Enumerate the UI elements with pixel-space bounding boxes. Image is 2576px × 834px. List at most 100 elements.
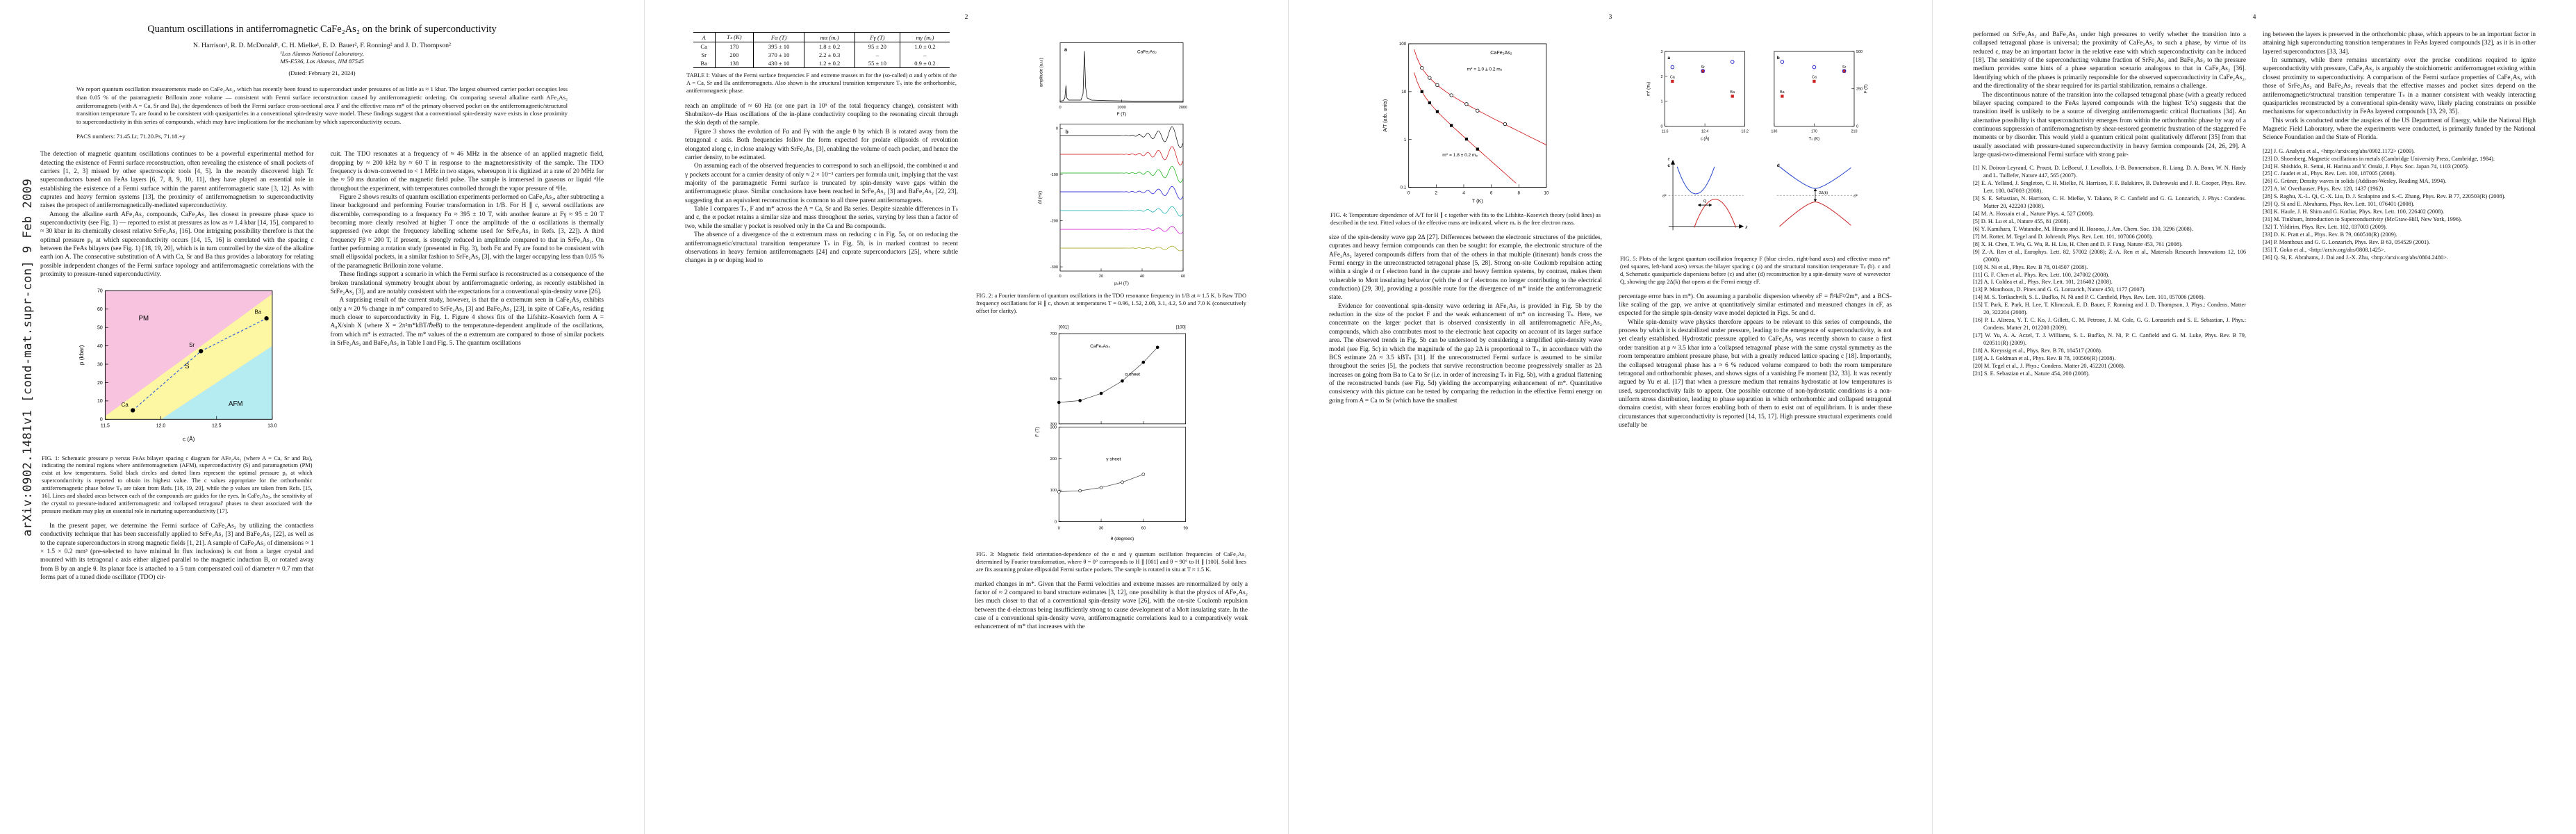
svg-text:40: 40: [1140, 275, 1144, 279]
panel-d-tag: d: [1776, 163, 1779, 168]
hole-band-curve: [1693, 199, 1736, 228]
reference-item: [21] S. E. Sebastian et al., Nature 454,…: [1973, 370, 2090, 377]
svg-text:Sr: Sr: [1701, 65, 1705, 70]
fig1-y-axis-label: p (kbar): [78, 345, 85, 365]
paragraph: The detection of magnetic quantum oscill…: [40, 151, 314, 210]
point-label-sr: Sr: [189, 341, 195, 348]
paragraph: A surprising result of the current study…: [330, 297, 604, 348]
fig4-x-axis-label: T (K): [1471, 198, 1483, 204]
paragraph: ing between the layers is preserved in t…: [2263, 31, 2536, 56]
page4-right-column: ing between the layers is preserved in t…: [2263, 31, 2536, 378]
region-label-pm: PM: [138, 314, 149, 322]
fig4-y-axis-label: A/T (arb. units): [1382, 99, 1387, 132]
svg-text:500: 500: [1856, 50, 1863, 54]
svg-text:13.0: 13.0: [267, 423, 277, 428]
panel-a-tag: a: [1064, 47, 1067, 53]
page-number: 3: [1608, 14, 1612, 21]
svg-text:11.5: 11.5: [101, 423, 110, 428]
reference-item: [15] T. Park, E. Park, H. Lee, T. Klimcz…: [1973, 302, 2246, 316]
table-1-caption: TABLE I: Values of the Fermi surface fre…: [686, 72, 957, 94]
fig4-compound-label: CaFe₂As₂: [1490, 50, 1512, 56]
references-list-part-2: [22] J. G. Analytis et al., <http://arxi…: [2263, 148, 2536, 262]
svg-text:130: 130: [1771, 130, 1777, 134]
figure-1-caption: FIG. 1: Schematic pressure p versus FeAs…: [42, 455, 313, 514]
fig1-phase-diagram: 11.5 12.0 12.5 13.0 0 10 20 30 40 50 60 70 PM S AFM…: [78, 288, 277, 442]
acknowledgments: This work is conducted under the auspice…: [2263, 117, 2536, 142]
fig3-left-direction-label: [001]: [1059, 325, 1068, 329]
svg-text:60: 60: [1181, 275, 1185, 279]
table-1-body: Ca 170 395 ± 10 1.8 ± 0.2 95 ± 20 1.0 ± …: [693, 42, 950, 68]
reference-item: [3] S. E. Sebastian, N. Harrison, C. H. …: [1973, 195, 2246, 210]
reference-item: [33] D. K. Pratt et al., Phys. Rev. B 79…: [2263, 231, 2397, 238]
figure-5-caption: FIG. 5: Plots of the largest quantum osc…: [1620, 256, 1890, 285]
panel-c-tag: c: [1667, 163, 1670, 168]
svg-text:10: 10: [1544, 191, 1549, 196]
table-1-header: A: [702, 33, 706, 41]
table-row: Ca 170 395 ± 10 1.8 ± 0.2 95 ± 20 1.0 ± …: [693, 42, 950, 51]
svg-text:Ca: Ca: [1669, 75, 1674, 79]
table-row: Ba 138 430 ± 10 1.2 ± 0.2 55 ± 10 0.9 ± …: [693, 59, 950, 68]
fig5-left-y-axis-label: m* (mₑ): [1646, 82, 1651, 96]
svg-text:2: 2: [1435, 191, 1437, 196]
panel-b-tag: b: [1066, 129, 1069, 135]
panel-a-tag: a: [1667, 56, 1670, 60]
figure-1: 11.5 12.0 12.5 13.0 0 10 20 30 40 50 60 70 PM S AFM…: [40, 284, 314, 452]
figure-3-caption: FIG. 3: Magnetic field orientation-depen…: [976, 550, 1246, 573]
reference-item: [14] M. S. Torikachvili, S. L. Bud'ko, N…: [1973, 294, 2205, 301]
figure-2: a CaFe₂As₂ amplitude (a.u.) F (T) b Δf (…: [975, 35, 1248, 289]
table-1-header: Fγ (T): [854, 32, 900, 42]
svg-text:300: 300: [1050, 423, 1057, 427]
fig5-right-y-axis-label: F (T): [1864, 84, 1868, 93]
reference-item: [5] D. H. Lu et al., Nature 455, 81 (200…: [1973, 218, 2070, 224]
table-1-header: mα (mₑ): [804, 32, 855, 42]
reference-item: [35] T. Goko et al., <http://arxiv.org/a…: [2263, 246, 2386, 253]
fig5a-x-axis-label: c (Å): [1700, 136, 1709, 141]
svg-text:1000: 1000: [1117, 106, 1125, 110]
reference-item: [27] A. W. Overhauser, Phys. Rev. 128, 1…: [2263, 186, 2385, 193]
svg-text:13.2: 13.2: [1741, 130, 1748, 134]
svg-text:0: 0: [1660, 124, 1662, 129]
fig1-axis-ticks: 11.5 12.0 12.5 13.0 0 10 20 30 40 50 60 70: [97, 288, 277, 428]
svg-text:0: 0: [100, 417, 103, 422]
fig2-oscillations-chart: a CaFe₂As₂ amplitude (a.u.) F (T) b Δf (…: [1039, 42, 1187, 286]
reference-item: [2] E. A. Yelland, J. Singleton, C. H. M…: [1973, 180, 2247, 195]
svg-text:40: 40: [97, 343, 103, 348]
fermi-energy-label: εF: [1853, 195, 1858, 199]
paragraph: The absence of a divergence of the α ext…: [685, 231, 958, 265]
svg-text:0: 0: [1856, 124, 1858, 129]
page-number: 2: [964, 14, 968, 21]
svg-text:10: 10: [1401, 90, 1407, 95]
svg-text:0: 0: [1059, 106, 1061, 110]
data-point-ba: [264, 316, 269, 320]
svg-text:1: 1: [1660, 100, 1662, 104]
reference-item: [29] Q. Si and E. Abrahams, Phys. Rev. L…: [2263, 201, 2415, 208]
svg-text:500: 500: [1050, 377, 1057, 382]
svg-text:-100: -100: [1050, 173, 1058, 177]
reference-item: [6] Y. Kamihara, T. Watanabe, M. Hirano …: [1973, 225, 2193, 232]
table-1: A Tₛ (K) Fα (T) mα (mₑ) Fγ (T) mγ (mₑ) C: [693, 32, 950, 68]
svg-text:100: 100: [1050, 489, 1057, 493]
fig2a-x-axis-label: F (T): [1117, 112, 1127, 117]
fig5b-x-axis-label: Tₛ (K): [1808, 137, 1819, 141]
reference-item: [12] A. I. Coldea et al., Phys. Rev. Let…: [1973, 279, 2113, 286]
figure-4: CaFe₂As₂ m* = 1.0 ± 0.2 mₑ m* = 1.8 ± 0.…: [1329, 35, 1602, 208]
region-label-s: S: [185, 363, 190, 370]
table-1-header: Tₛ (K): [714, 32, 754, 42]
page-1: arXiv:0902.1481v1 [cond-mat.supr-con] 9 …: [0, 0, 644, 834]
table-1-header: mγ (mₑ): [899, 32, 950, 42]
page-number: 4: [2252, 14, 2256, 21]
figure-2-caption: FIG. 2: a Fourier transform of quantum o…: [976, 293, 1246, 314]
abstract: We report quantum oscillation measuremen…: [76, 85, 568, 126]
page3-right-column: Ca Ca Sr Sr Ba Ba 11.6 12.4 13.2 130 170 210 0 1 2 3 0 2…: [1619, 31, 1892, 430]
reference-item: [13] P. Monthoux, D. Pines and G. G. Lon…: [1973, 286, 2146, 293]
references-list-part-1: [1] N. Doiron-Leyraud, C. Proust, D. LeB…: [1973, 165, 2246, 377]
reference-item: [23] D. Shoenberg, Magnetic oscillations…: [2263, 155, 2495, 162]
electron-band-curve: [1676, 166, 1715, 195]
reference-item: [32] T. Yildirim, Phys. Rev. Lett. 102, …: [2263, 224, 2387, 231]
gamma-mass-annotation: m* = 1.0 ± 0.2 mₑ: [1467, 67, 1502, 72]
page2-right-column: a CaFe₂As₂ amplitude (a.u.) F (T) b Δf (…: [975, 31, 1248, 632]
reference-item: [4] M. A. Hossain et al., Nature Phys. 4…: [1973, 211, 2095, 218]
paragraph: performed on SrFe₂As₂ and BaFe₂As₂ under…: [1973, 31, 2246, 90]
